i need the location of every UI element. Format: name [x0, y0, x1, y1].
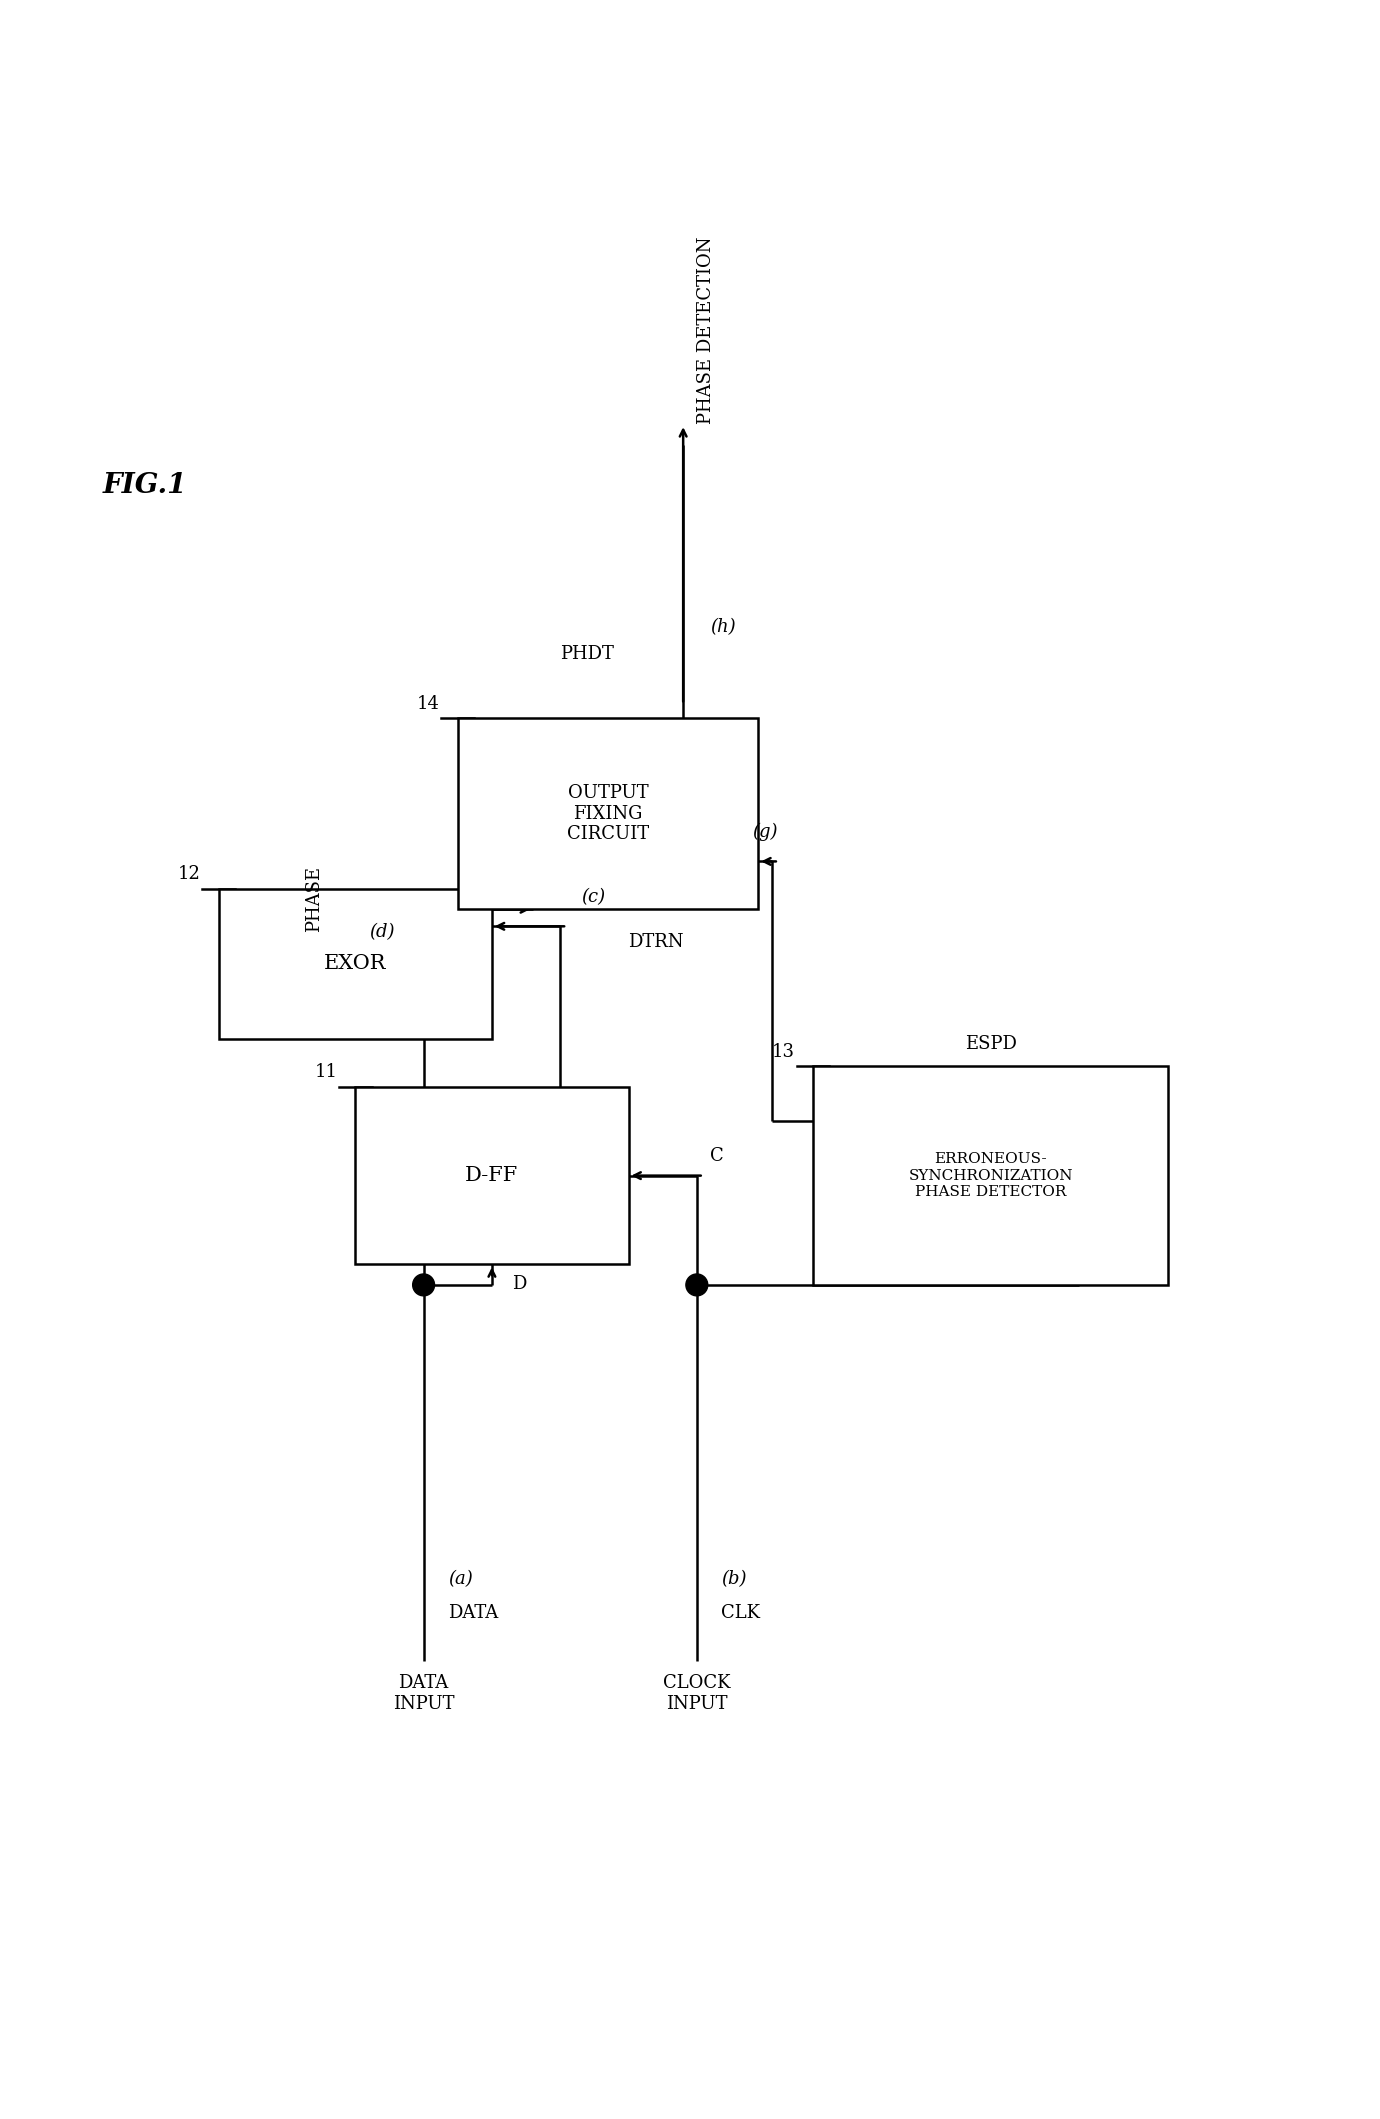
Text: ERRONEOUS-
SYNCHRONIZATION
PHASE DETECTOR: ERRONEOUS- SYNCHRONIZATION PHASE DETECTO… [908, 1153, 1072, 1199]
Text: (h): (h) [711, 619, 736, 636]
Text: D: D [512, 1276, 527, 1293]
Text: 14: 14 [417, 695, 440, 712]
Circle shape [686, 1274, 708, 1297]
Text: PHDT: PHDT [560, 646, 614, 663]
Text: 11: 11 [315, 1064, 338, 1081]
Text: (b): (b) [722, 1570, 747, 1587]
Text: PHASE: PHASE [305, 867, 323, 932]
Text: CLOCK
INPUT: CLOCK INPUT [662, 1674, 730, 1712]
Text: 12: 12 [178, 865, 201, 884]
Text: CLK: CLK [722, 1604, 760, 1621]
Text: DTRN: DTRN [628, 932, 684, 951]
Text: (a): (a) [448, 1570, 473, 1587]
Text: PHASE DETECTION: PHASE DETECTION [697, 237, 715, 424]
Text: (g): (g) [752, 822, 778, 841]
FancyBboxPatch shape [813, 1066, 1167, 1284]
Text: ESPD: ESPD [965, 1034, 1017, 1053]
Text: OUTPUT
FIXING
CIRCUIT: OUTPUT FIXING CIRCUIT [567, 784, 649, 843]
FancyBboxPatch shape [458, 718, 758, 909]
Text: EXOR: EXOR [324, 954, 386, 973]
Text: FIG.1: FIG.1 [102, 473, 186, 500]
FancyBboxPatch shape [218, 888, 491, 1038]
Text: DATA: DATA [448, 1604, 498, 1621]
Text: (c): (c) [581, 888, 604, 905]
FancyBboxPatch shape [355, 1087, 628, 1265]
Text: DATA
INPUT: DATA INPUT [393, 1674, 454, 1712]
Text: D-FF: D-FF [465, 1165, 519, 1185]
Circle shape [413, 1274, 435, 1297]
Text: (d): (d) [368, 924, 395, 941]
Text: C: C [711, 1146, 724, 1165]
Text: 13: 13 [773, 1043, 795, 1062]
